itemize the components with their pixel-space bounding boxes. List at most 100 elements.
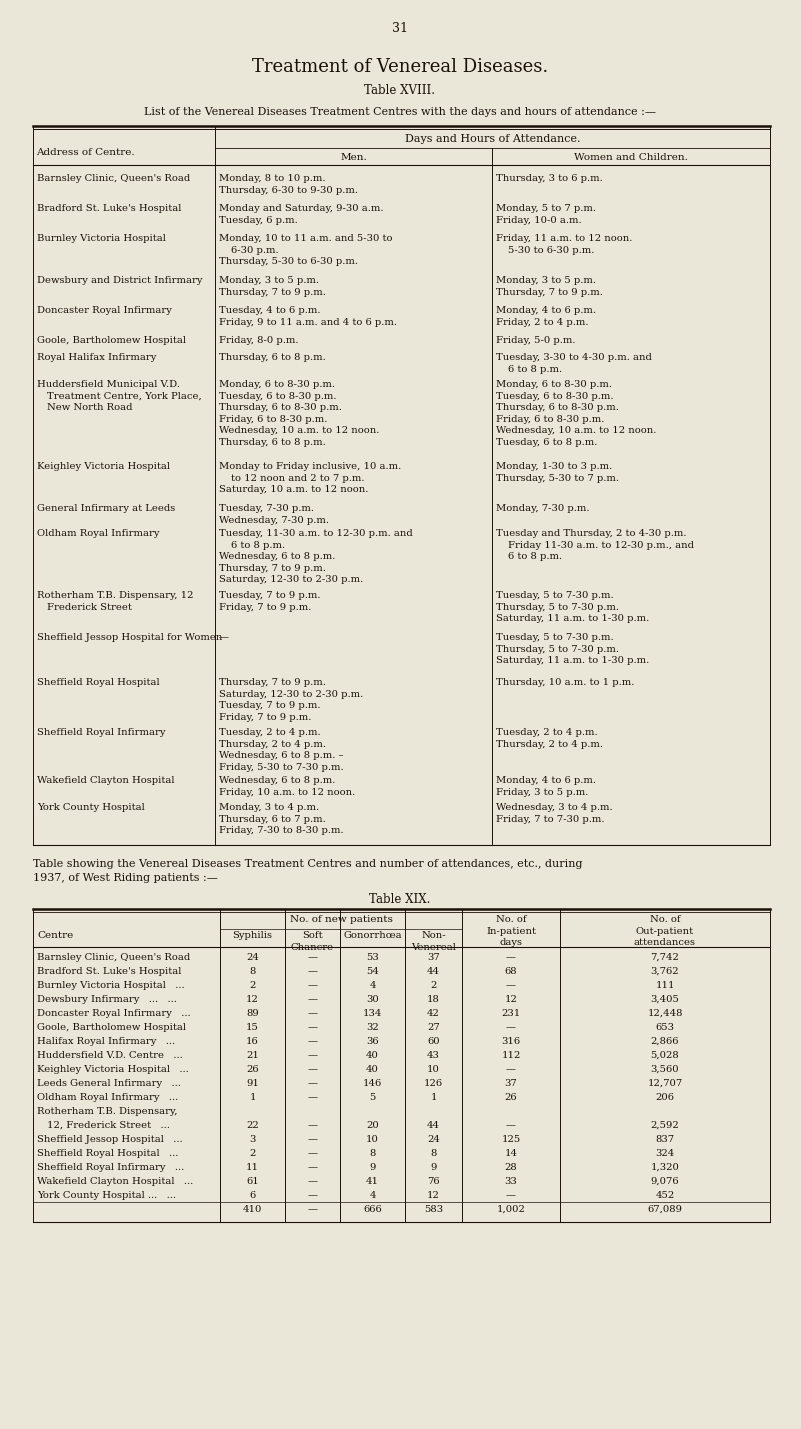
Text: 18: 18	[427, 995, 440, 1005]
Text: 54: 54	[366, 967, 379, 976]
Text: Friday, 10-0 a.m.: Friday, 10-0 a.m.	[496, 216, 582, 224]
Text: 6 to 8 p.m.: 6 to 8 p.m.	[231, 540, 285, 550]
Text: 11: 11	[246, 1163, 259, 1172]
Text: 27: 27	[427, 1023, 440, 1032]
Text: 1: 1	[249, 1093, 256, 1102]
Text: 3: 3	[249, 1135, 256, 1145]
Text: Thursday, 7 to 9 p.m.: Thursday, 7 to 9 p.m.	[496, 287, 603, 296]
Text: New North Road: New North Road	[47, 403, 132, 412]
Text: Goole, Bartholomew Hospital: Goole, Bartholomew Hospital	[37, 1023, 186, 1032]
Text: Royal Halifax Infirmary: Royal Halifax Infirmary	[37, 353, 156, 362]
Text: Treatment of Venereal Diseases.: Treatment of Venereal Diseases.	[252, 59, 548, 76]
Text: Monday, 3 to 5 p.m.: Monday, 3 to 5 p.m.	[496, 276, 596, 284]
Text: No. of: No. of	[496, 915, 526, 925]
Text: Thursday, 3 to 6 p.m.: Thursday, 3 to 6 p.m.	[496, 174, 602, 183]
Text: Tuesday, 7-30 p.m.: Tuesday, 7-30 p.m.	[219, 504, 314, 513]
Text: 2: 2	[430, 980, 437, 990]
Text: Table XVIII.: Table XVIII.	[364, 84, 436, 97]
Text: 3,560: 3,560	[650, 1065, 679, 1075]
Text: 36: 36	[366, 1037, 379, 1046]
Text: Huddersfield Municipal V.D.: Huddersfield Municipal V.D.	[37, 380, 180, 389]
Text: 1: 1	[430, 1093, 437, 1102]
Text: Thursday, 6 to 8-30 p.m.: Thursday, 6 to 8-30 p.m.	[496, 403, 619, 412]
Text: Thursday, 6 to 7 p.m.: Thursday, 6 to 7 p.m.	[219, 815, 326, 823]
Text: 43: 43	[427, 1050, 440, 1060]
Text: —: —	[219, 633, 229, 642]
Text: Saturday, 10 a.m. to 12 noon.: Saturday, 10 a.m. to 12 noon.	[219, 484, 368, 494]
Text: 37: 37	[505, 1079, 517, 1087]
Text: Burnley Victoria Hospital: Burnley Victoria Hospital	[37, 234, 166, 243]
Text: Tuesday, 4 to 6 p.m.: Tuesday, 4 to 6 p.m.	[219, 306, 320, 314]
Text: 21: 21	[246, 1050, 259, 1060]
Text: Tuesday and Thursday, 2 to 4-30 p.m.: Tuesday and Thursday, 2 to 4-30 p.m.	[496, 529, 686, 537]
Text: Tuesday, 6 to 8 p.m.: Tuesday, 6 to 8 p.m.	[496, 437, 598, 446]
Text: Wednesday, 6 to 8 p.m.: Wednesday, 6 to 8 p.m.	[219, 552, 336, 562]
Text: 12: 12	[246, 995, 259, 1005]
Text: Bradford St. Luke's Hospital: Bradford St. Luke's Hospital	[37, 967, 181, 976]
Text: Thursday, 6 to 8 p.m.: Thursday, 6 to 8 p.m.	[219, 353, 326, 362]
Text: Sheffield Jessop Hospital for Women: Sheffield Jessop Hospital for Women	[37, 633, 223, 642]
Text: Friday, 2 to 4 p.m.: Friday, 2 to 4 p.m.	[496, 317, 589, 326]
Text: Friday, 5-30 to 7-30 p.m.: Friday, 5-30 to 7-30 p.m.	[219, 763, 344, 772]
Text: Wednesday, 10 a.m. to 12 noon.: Wednesday, 10 a.m. to 12 noon.	[496, 426, 656, 434]
Text: Women and Children.: Women and Children.	[574, 153, 688, 161]
Text: 1,320: 1,320	[650, 1163, 679, 1172]
Text: Rotherham T.B. Dispensary, 12: Rotherham T.B. Dispensary, 12	[37, 592, 194, 600]
Text: 89: 89	[246, 1009, 259, 1017]
Text: Monday to Friday inclusive, 10 a.m.: Monday to Friday inclusive, 10 a.m.	[219, 462, 401, 472]
Text: 61: 61	[246, 1177, 259, 1186]
Text: 31: 31	[392, 21, 408, 34]
Text: attendances: attendances	[634, 937, 696, 947]
Text: —: —	[308, 995, 317, 1005]
Text: 410: 410	[243, 1205, 262, 1215]
Text: Monday, 5 to 7 p.m.: Monday, 5 to 7 p.m.	[496, 204, 596, 213]
Text: 20: 20	[366, 1120, 379, 1130]
Text: Friday 11-30 a.m. to 12-30 p.m., and: Friday 11-30 a.m. to 12-30 p.m., and	[508, 540, 694, 550]
Text: Wednesday, 6 to 8 p.m.: Wednesday, 6 to 8 p.m.	[219, 776, 336, 785]
Text: Oldham Royal Infirmary: Oldham Royal Infirmary	[37, 529, 159, 537]
Text: 2,592: 2,592	[650, 1120, 679, 1130]
Text: Chancre: Chancre	[291, 943, 334, 952]
Text: 10: 10	[427, 1065, 440, 1075]
Text: Barnsley Clinic, Queen's Road: Barnsley Clinic, Queen's Road	[37, 953, 191, 962]
Text: 41: 41	[366, 1177, 379, 1186]
Text: —: —	[308, 1050, 317, 1060]
Text: Saturday, 12-30 to 2-30 p.m.: Saturday, 12-30 to 2-30 p.m.	[219, 574, 363, 584]
Text: Monday, 4 to 6 p.m.: Monday, 4 to 6 p.m.	[496, 776, 596, 785]
Text: York County Hospital ...   ...: York County Hospital ... ...	[37, 1190, 176, 1200]
Text: 8: 8	[369, 1149, 376, 1157]
Text: Monday, 4 to 6 p.m.: Monday, 4 to 6 p.m.	[496, 306, 596, 314]
Text: Oldham Royal Infirmary   ...: Oldham Royal Infirmary ...	[37, 1093, 179, 1102]
Text: Friday, 8-0 p.m.: Friday, 8-0 p.m.	[219, 336, 299, 344]
Text: 146: 146	[363, 1079, 382, 1087]
Text: Thursday, 6 to 8 p.m.: Thursday, 6 to 8 p.m.	[219, 437, 326, 446]
Text: 24: 24	[246, 953, 259, 962]
Text: Out-patient: Out-patient	[636, 926, 694, 936]
Text: —: —	[308, 1177, 317, 1186]
Text: 28: 28	[505, 1163, 517, 1172]
Text: 837: 837	[655, 1135, 674, 1145]
Text: Dewsbury Infirmary   ...   ...: Dewsbury Infirmary ... ...	[37, 995, 177, 1005]
Text: 5-30 to 6-30 p.m.: 5-30 to 6-30 p.m.	[508, 246, 594, 254]
Text: Syphilis: Syphilis	[232, 932, 272, 940]
Text: Table showing the Venereal Diseases Treatment Centres and number of attendances,: Table showing the Venereal Diseases Trea…	[33, 859, 582, 869]
Text: —: —	[506, 1023, 516, 1032]
Text: 2: 2	[249, 980, 256, 990]
Text: Wakefield Clayton Hospital   ...: Wakefield Clayton Hospital ...	[37, 1177, 193, 1186]
Text: 32: 32	[366, 1023, 379, 1032]
Text: 126: 126	[424, 1079, 443, 1087]
Text: 8: 8	[430, 1149, 437, 1157]
Text: —: —	[308, 1163, 317, 1172]
Text: —: —	[308, 1135, 317, 1145]
Text: Treatment Centre, York Place,: Treatment Centre, York Place,	[47, 392, 202, 400]
Text: 9: 9	[430, 1163, 437, 1172]
Text: Thursday, 5 to 7-30 p.m.: Thursday, 5 to 7-30 p.m.	[496, 603, 619, 612]
Text: Wednesday, 10 a.m. to 12 noon.: Wednesday, 10 a.m. to 12 noon.	[219, 426, 380, 434]
Text: Tuesday, 6 to 8-30 p.m.: Tuesday, 6 to 8-30 p.m.	[219, 392, 336, 400]
Text: 12: 12	[427, 1190, 440, 1200]
Text: 8: 8	[249, 967, 256, 976]
Text: Monday, 6 to 8-30 p.m.: Monday, 6 to 8-30 p.m.	[219, 380, 335, 389]
Text: Goole, Bartholomew Hospital: Goole, Bartholomew Hospital	[37, 336, 186, 344]
Text: Monday and Saturday, 9-30 a.m.: Monday and Saturday, 9-30 a.m.	[219, 204, 384, 213]
Text: 10: 10	[366, 1135, 379, 1145]
